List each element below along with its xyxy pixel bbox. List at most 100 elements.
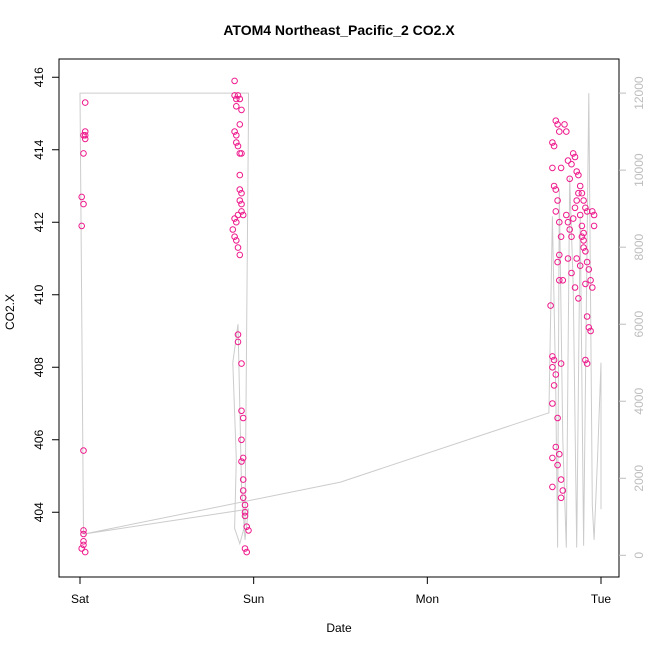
data-point (554, 197, 561, 204)
data-point (234, 142, 242, 150)
plot-frame (58, 58, 620, 578)
left-tick-label: 410 (32, 284, 46, 304)
data-point (576, 262, 584, 270)
data-point (569, 215, 577, 222)
data-point (238, 360, 245, 367)
x-tick-label: Sat (71, 592, 90, 606)
data-point (554, 461, 561, 469)
data-point (590, 211, 598, 219)
data-point (571, 204, 579, 212)
data-point (557, 494, 565, 502)
data-point (571, 153, 579, 161)
data-point (557, 164, 565, 172)
data-point (236, 95, 244, 103)
data-point (233, 132, 240, 139)
data-point (575, 295, 582, 302)
data-point (573, 255, 581, 262)
data-point (81, 135, 89, 143)
data-point (563, 128, 570, 135)
data-point (556, 450, 563, 458)
data-point (580, 197, 587, 204)
left-tick-label: 406 (32, 429, 46, 449)
data-point (236, 121, 244, 128)
data-point (550, 142, 558, 150)
data-point (564, 218, 572, 226)
data-point (241, 545, 249, 552)
left-axis: 404 406 408 410 412 414 416 (32, 67, 59, 522)
data-point (573, 168, 581, 175)
data-point (554, 414, 561, 422)
data-point (554, 121, 561, 128)
data-point (236, 197, 244, 204)
data-point (80, 527, 87, 534)
data-point (233, 139, 240, 146)
data-point (239, 476, 247, 483)
data-point (580, 237, 587, 244)
data-point (563, 211, 570, 219)
data-point (238, 106, 245, 114)
data-point (549, 139, 556, 146)
data-point (78, 545, 85, 552)
data-point (578, 233, 586, 240)
data-point (552, 371, 560, 378)
data-point (568, 269, 575, 277)
data-point (81, 128, 89, 135)
data-point (590, 222, 598, 230)
line-series (79, 92, 602, 548)
data-point (549, 364, 556, 371)
data-point (234, 331, 242, 338)
bottom-axis: Sat Sun Mon Tue (71, 577, 611, 606)
right-tick-label: 0 (632, 552, 646, 559)
left-tick-label: 412 (32, 212, 46, 232)
data-point (245, 527, 252, 534)
data-point (239, 414, 247, 422)
data-point (550, 182, 558, 190)
data-point (578, 189, 586, 197)
data-point (231, 233, 238, 240)
data-point (568, 160, 575, 168)
data-point (566, 175, 574, 183)
data-point (587, 327, 594, 335)
data-point (556, 251, 563, 259)
data-point (559, 487, 567, 494)
data-point (585, 324, 593, 331)
data-point (561, 121, 568, 128)
data-point (238, 150, 245, 157)
data-point (80, 530, 87, 538)
right-tick-label: 2000 (632, 465, 646, 492)
data-point (238, 200, 245, 208)
right-tick-label: 6000 (632, 311, 646, 338)
x-tick-label: Sun (243, 592, 264, 606)
data-point (589, 208, 596, 215)
data-point (564, 157, 572, 164)
data-point (583, 360, 591, 367)
right-tick-label: 10000 (632, 153, 646, 187)
data-point (550, 382, 558, 389)
data-point (552, 443, 560, 451)
data-point (571, 284, 579, 291)
data-point (589, 284, 596, 291)
data-point (552, 186, 560, 193)
data-point (241, 509, 249, 516)
data-point (231, 215, 238, 222)
data-point (233, 95, 240, 103)
data-point (550, 356, 558, 364)
data-point (81, 132, 89, 139)
data-point (557, 476, 565, 483)
data-point (231, 77, 238, 85)
data-point (556, 218, 563, 226)
data-point (239, 211, 247, 219)
data-point (239, 454, 247, 462)
right-tick-label: 8000 (632, 234, 646, 261)
data-point (80, 538, 87, 545)
x-tick-label: Mon (416, 592, 439, 606)
data-point (241, 512, 249, 520)
data-point (238, 189, 245, 197)
data-point (557, 233, 565, 240)
data-point (582, 204, 589, 212)
data-point (234, 244, 242, 251)
data-point (243, 548, 250, 556)
data-point (80, 150, 87, 157)
